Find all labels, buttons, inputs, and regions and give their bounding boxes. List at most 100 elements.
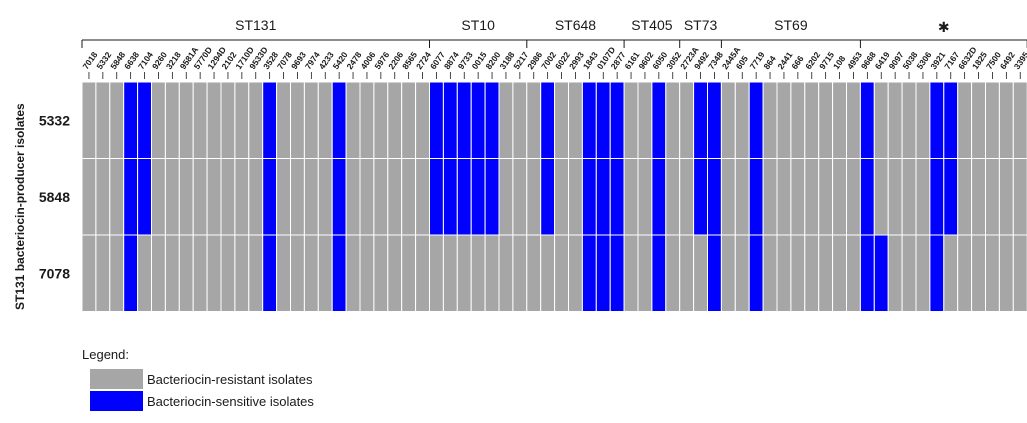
heatmap-cell — [554, 158, 569, 236]
heatmap-cell — [498, 158, 514, 236]
heatmap-cell — [971, 81, 986, 159]
heatmap-cell — [81, 158, 97, 236]
group-label: ST648 — [555, 17, 596, 33]
heatmap-cell — [442, 158, 458, 236]
heatmap-cell — [609, 234, 625, 312]
heatmap-cell — [401, 81, 417, 159]
group-label: ST73 — [684, 17, 718, 33]
heatmap-cell — [790, 158, 806, 236]
heatmap-cell — [887, 81, 903, 159]
heatmap-cell — [470, 81, 486, 159]
heatmap-cell — [915, 81, 931, 159]
heatmap-cell — [164, 234, 180, 312]
heatmap-cell — [234, 81, 250, 159]
heatmap-cell — [456, 234, 472, 312]
heatmap-cell — [456, 158, 472, 236]
heatmap-cell — [637, 158, 653, 236]
heatmap-cell — [373, 234, 389, 312]
heatmap-cell — [929, 158, 945, 236]
group-label: ST405 — [631, 17, 672, 33]
heatmap-cell — [832, 158, 847, 236]
heatmap-cell — [178, 158, 194, 236]
heatmap-cell — [262, 234, 278, 312]
heatmap-cell — [234, 234, 250, 312]
heatmap-cell — [651, 234, 667, 312]
heatmap-cell — [887, 234, 903, 312]
heatmap-cell — [734, 234, 750, 312]
heatmap-cell — [262, 158, 278, 236]
heatmap-cell — [581, 81, 597, 159]
heatmap-cell — [164, 158, 180, 236]
heatmap-cell — [957, 158, 973, 236]
heatmap-cell — [429, 81, 444, 159]
heatmap-cell — [95, 158, 111, 236]
heatmap-cell — [484, 234, 500, 312]
heatmap-cell — [484, 81, 500, 159]
heatmap-cell — [345, 81, 361, 159]
heatmap-cell — [81, 81, 97, 159]
heatmap-cell — [568, 234, 583, 312]
heatmap-cell — [998, 81, 1014, 159]
heatmap-cell — [901, 81, 917, 159]
heatmap-cell — [401, 234, 417, 312]
heatmap-cell — [637, 81, 653, 159]
heatmap-cell — [178, 234, 194, 312]
heatmap-cell — [859, 81, 875, 159]
heatmap-cell — [748, 234, 764, 312]
heatmap-cell — [679, 81, 695, 159]
heatmap-cell — [442, 81, 458, 159]
heatmap-cell — [707, 158, 722, 236]
heatmap-cell — [846, 81, 861, 159]
heatmap-cell — [762, 158, 778, 236]
legend-item-sensitive: Bacteriocin-sensitive isolates — [90, 390, 314, 412]
heatmap-cell — [415, 81, 431, 159]
heatmap-cell — [915, 158, 931, 236]
heatmap-cell — [790, 81, 806, 159]
heatmap-cell — [887, 158, 903, 236]
heatmap-cell — [484, 158, 500, 236]
column-label: 3395 — [1012, 50, 1027, 71]
heatmap-cell — [248, 158, 264, 236]
heatmap-cell — [873, 81, 889, 159]
legend-label-resistant: Bacteriocin-resistant isolates — [147, 371, 313, 387]
heatmap-cell — [720, 234, 736, 312]
heatmap-cell — [512, 234, 528, 312]
heatmap-cell — [429, 158, 444, 236]
heatmap-cell — [1012, 158, 1027, 236]
heatmap-cell — [151, 158, 166, 236]
heatmap-cell — [804, 158, 820, 236]
legend-swatch-sensitive — [90, 391, 143, 411]
heatmap-cell — [637, 234, 653, 312]
heatmap-cell — [832, 234, 847, 312]
heatmap-cell — [568, 81, 583, 159]
heatmap-cell — [929, 81, 945, 159]
heatmap-cell — [804, 81, 820, 159]
heatmap-cell — [415, 158, 431, 236]
heatmap-cell — [818, 81, 834, 159]
heatmap-cell — [248, 81, 264, 159]
row-label: 5332 — [39, 112, 70, 128]
heatmap-cell — [707, 81, 722, 159]
heatmap-cell — [609, 158, 625, 236]
heatmap-cell — [720, 81, 736, 159]
heatmap-cells — [81, 81, 1027, 312]
heatmap-cell — [846, 158, 861, 236]
heatmap-cell — [470, 158, 486, 236]
heatmap-figure: ST131 ST10 ST648 ST405 ST73 ST69 ✱ 70185332584… — [13, 17, 1027, 312]
heatmap-cell — [290, 234, 305, 312]
heatmap-cell — [276, 81, 292, 159]
heatmap-cell — [206, 81, 222, 159]
heatmap-cell — [95, 234, 111, 312]
heatmap-cell — [387, 158, 403, 236]
heatmap-cell — [846, 234, 861, 312]
heatmap-cell — [526, 234, 542, 312]
heatmap-cell — [95, 81, 111, 159]
heatmap-cell — [303, 158, 319, 236]
heatmap-cell — [901, 158, 917, 236]
heatmap-cell — [276, 234, 292, 312]
heatmap-cell — [595, 158, 611, 236]
heatmap-cell — [665, 234, 681, 312]
group-label: ST10 — [461, 17, 495, 33]
heatmap-cell — [387, 234, 403, 312]
heatmap-cell — [623, 81, 639, 159]
